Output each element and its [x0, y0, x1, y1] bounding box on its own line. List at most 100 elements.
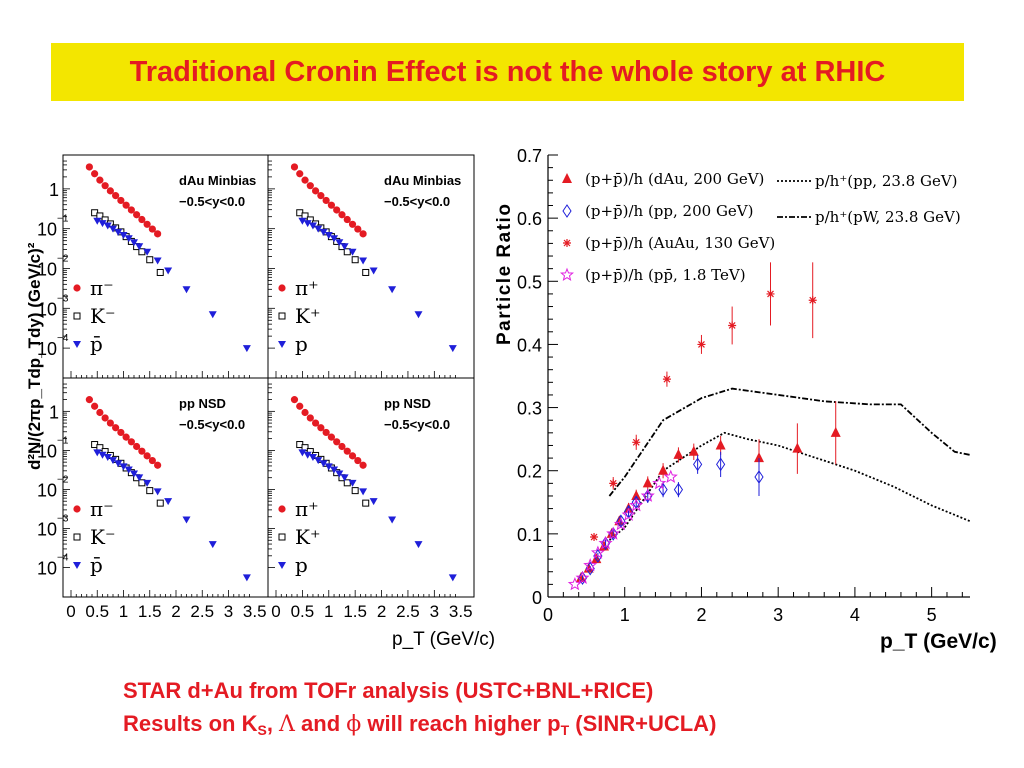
data-point: [122, 433, 130, 441]
legend-label: p̄: [90, 332, 103, 356]
data-point: [146, 487, 154, 495]
data-point: [448, 574, 457, 582]
panel-label-line1: dAu Minbias: [179, 173, 256, 188]
footer2-e: (SINR+UCLA): [569, 711, 717, 736]
data-point: [154, 230, 162, 238]
x-tick-label: 2: [171, 602, 180, 621]
spectra-x-label: p_T (GeV/c): [392, 629, 495, 650]
data-point: [146, 256, 154, 264]
data-point: [119, 232, 128, 240]
legend-marker: [73, 533, 81, 541]
data-point: [359, 461, 367, 469]
ratio-data-point: [621, 507, 636, 521]
ratio-data-point: [662, 375, 671, 384]
footer2-b: ,: [266, 711, 280, 736]
spectra-panel-2: dAu Minbias −0.5<y<0.0 π⁺ K⁺ p: [268, 160, 461, 378]
ratio-x-tick-label: 5: [927, 605, 937, 625]
data-point: [122, 201, 130, 209]
data-point: [296, 402, 304, 410]
footer2-lambda: Λ: [279, 712, 295, 737]
data-point: [135, 243, 144, 251]
x-tick-label: 1.5: [138, 602, 162, 621]
data-point: [298, 217, 307, 225]
ratio-curve-2: [608, 387, 971, 497]
legend-marker: [73, 505, 81, 513]
data-point: [103, 222, 112, 230]
data-point: [298, 449, 307, 457]
x-tick-label: 2.5: [396, 602, 420, 621]
data-point: [154, 461, 162, 469]
ratio-data-point: [606, 526, 621, 540]
data-point: [388, 516, 397, 524]
panel-label-line2: −0.5<y<0.0: [384, 194, 450, 209]
data-point: [112, 192, 120, 200]
data-point: [127, 206, 135, 214]
data-point: [143, 452, 151, 460]
data-point: [359, 230, 367, 238]
ratio-y-label: Particle Ratio: [494, 203, 515, 345]
footer2-d: will reach higher p: [361, 711, 561, 736]
data-point: [143, 479, 152, 487]
data-point: [448, 345, 457, 353]
data-point: [327, 201, 336, 209]
footer2-a: Results on K: [123, 711, 258, 736]
data-point: [96, 408, 104, 417]
legend-marker: [278, 284, 286, 292]
ratio-data-point: [693, 457, 703, 472]
data-point: [117, 196, 125, 205]
x-tick-label: 0.5: [291, 602, 315, 621]
ratio-y-tick-label: 0.1: [517, 525, 542, 545]
ratio-data-point: [808, 296, 817, 305]
data-point: [335, 239, 344, 247]
data-point: [327, 433, 336, 441]
data-point: [130, 239, 138, 247]
y-tick-label: 10: [37, 480, 57, 500]
data-point: [101, 414, 109, 422]
ratio-data-point: [673, 448, 684, 459]
legend-label: p̄: [90, 553, 103, 577]
legend-label: π⁻: [90, 276, 114, 300]
data-point: [156, 499, 164, 507]
spectra-panel-4: pp NSD −0.5<y<0.0 π⁺ K⁺ p: [268, 383, 457, 597]
legend-marker: [73, 341, 81, 348]
panel-label-line1: pp NSD: [384, 396, 431, 411]
y-tick-exponent: −2: [57, 474, 69, 485]
y-tick-exponent: −4: [57, 333, 69, 344]
panel-label-line2: −0.5<y<0.0: [179, 417, 245, 432]
data-point: [330, 466, 339, 474]
legend-marker: [278, 341, 286, 348]
data-point: [348, 479, 357, 487]
data-point: [208, 541, 217, 549]
data-point: [98, 451, 107, 459]
ratio-x-tick-label: 2: [696, 605, 706, 625]
ratio-data-point: [640, 488, 655, 502]
ratio-data-point: [590, 533, 599, 542]
data-point: [182, 516, 191, 524]
data-point: [354, 225, 362, 233]
ratio-data-point: [728, 321, 737, 330]
x-tick-label: 1: [119, 602, 128, 621]
footer2-c: and: [294, 711, 347, 736]
legend-label: π⁻: [90, 497, 114, 521]
legend-marker: [73, 312, 81, 320]
y-tick-exponent: −1: [57, 435, 69, 446]
data-point: [362, 268, 370, 276]
x-tick-label: 3: [224, 602, 233, 621]
y-tick-exponent: −2: [57, 253, 69, 264]
data-point: [301, 176, 309, 184]
data-point: [340, 243, 349, 251]
data-point: [138, 447, 146, 455]
data-point: [164, 498, 173, 506]
legend-label: K⁻: [90, 525, 116, 549]
legend-marker: [278, 312, 286, 320]
legend-label: K⁻: [90, 304, 116, 328]
footer-line-2: Results on KS, Λ and ϕ will reach higher…: [123, 711, 716, 738]
data-point: [314, 225, 323, 233]
slide-title: Traditional Cronin Effect is not the who…: [129, 55, 886, 88]
y-tick-label: 1: [49, 402, 59, 422]
legend-label: p: [295, 332, 308, 356]
data-point: [296, 170, 304, 178]
legend-label: π⁺: [295, 276, 319, 300]
panel-label-line2: −0.5<y<0.0: [384, 417, 450, 432]
